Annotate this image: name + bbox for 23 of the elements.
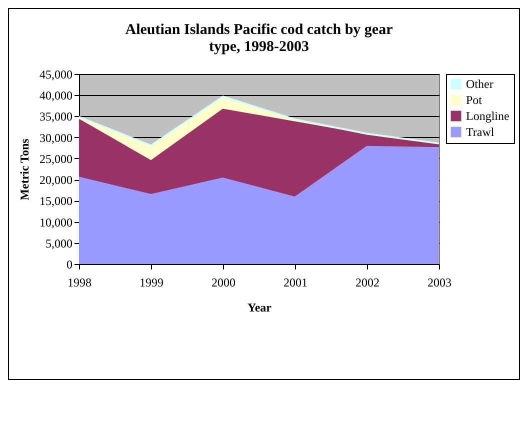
y-tick-label: 35,000: [40, 110, 72, 124]
y-tick-label: 15,000: [40, 194, 72, 208]
y-tick-label: 20,000: [40, 173, 72, 188]
chart-title: Aleutian Islands Pacific cod catch by gear type, 1998-2003: [125, 22, 394, 55]
x-axis-title: Year: [248, 300, 272, 314]
y-tick-label: 40,000: [40, 88, 72, 103]
y-tick-label: 45,000: [40, 68, 72, 82]
legend-label: Trawl: [466, 125, 495, 139]
x-tick-label: 2002: [356, 276, 380, 290]
y-tick-label: 30,000: [40, 130, 72, 145]
x-tick-label: 1999: [140, 276, 164, 290]
x-tick-label: 2001: [284, 276, 308, 290]
x-tick-label: 2003: [428, 276, 452, 290]
legend-label: Longline: [466, 109, 510, 123]
legend-label: Other: [466, 77, 494, 91]
y-axis-title: Metric Tons: [18, 138, 32, 200]
legend-label: Pot: [466, 93, 483, 107]
y-tick-label: 25,000: [40, 152, 72, 166]
x-tick-label: 2000: [212, 276, 236, 290]
x-tick-label: 1998: [68, 276, 92, 290]
y-tick-label: 5,000: [46, 236, 72, 250]
y-tick-label: 0: [66, 258, 72, 272]
y-tick-label: 10,000: [40, 215, 72, 230]
